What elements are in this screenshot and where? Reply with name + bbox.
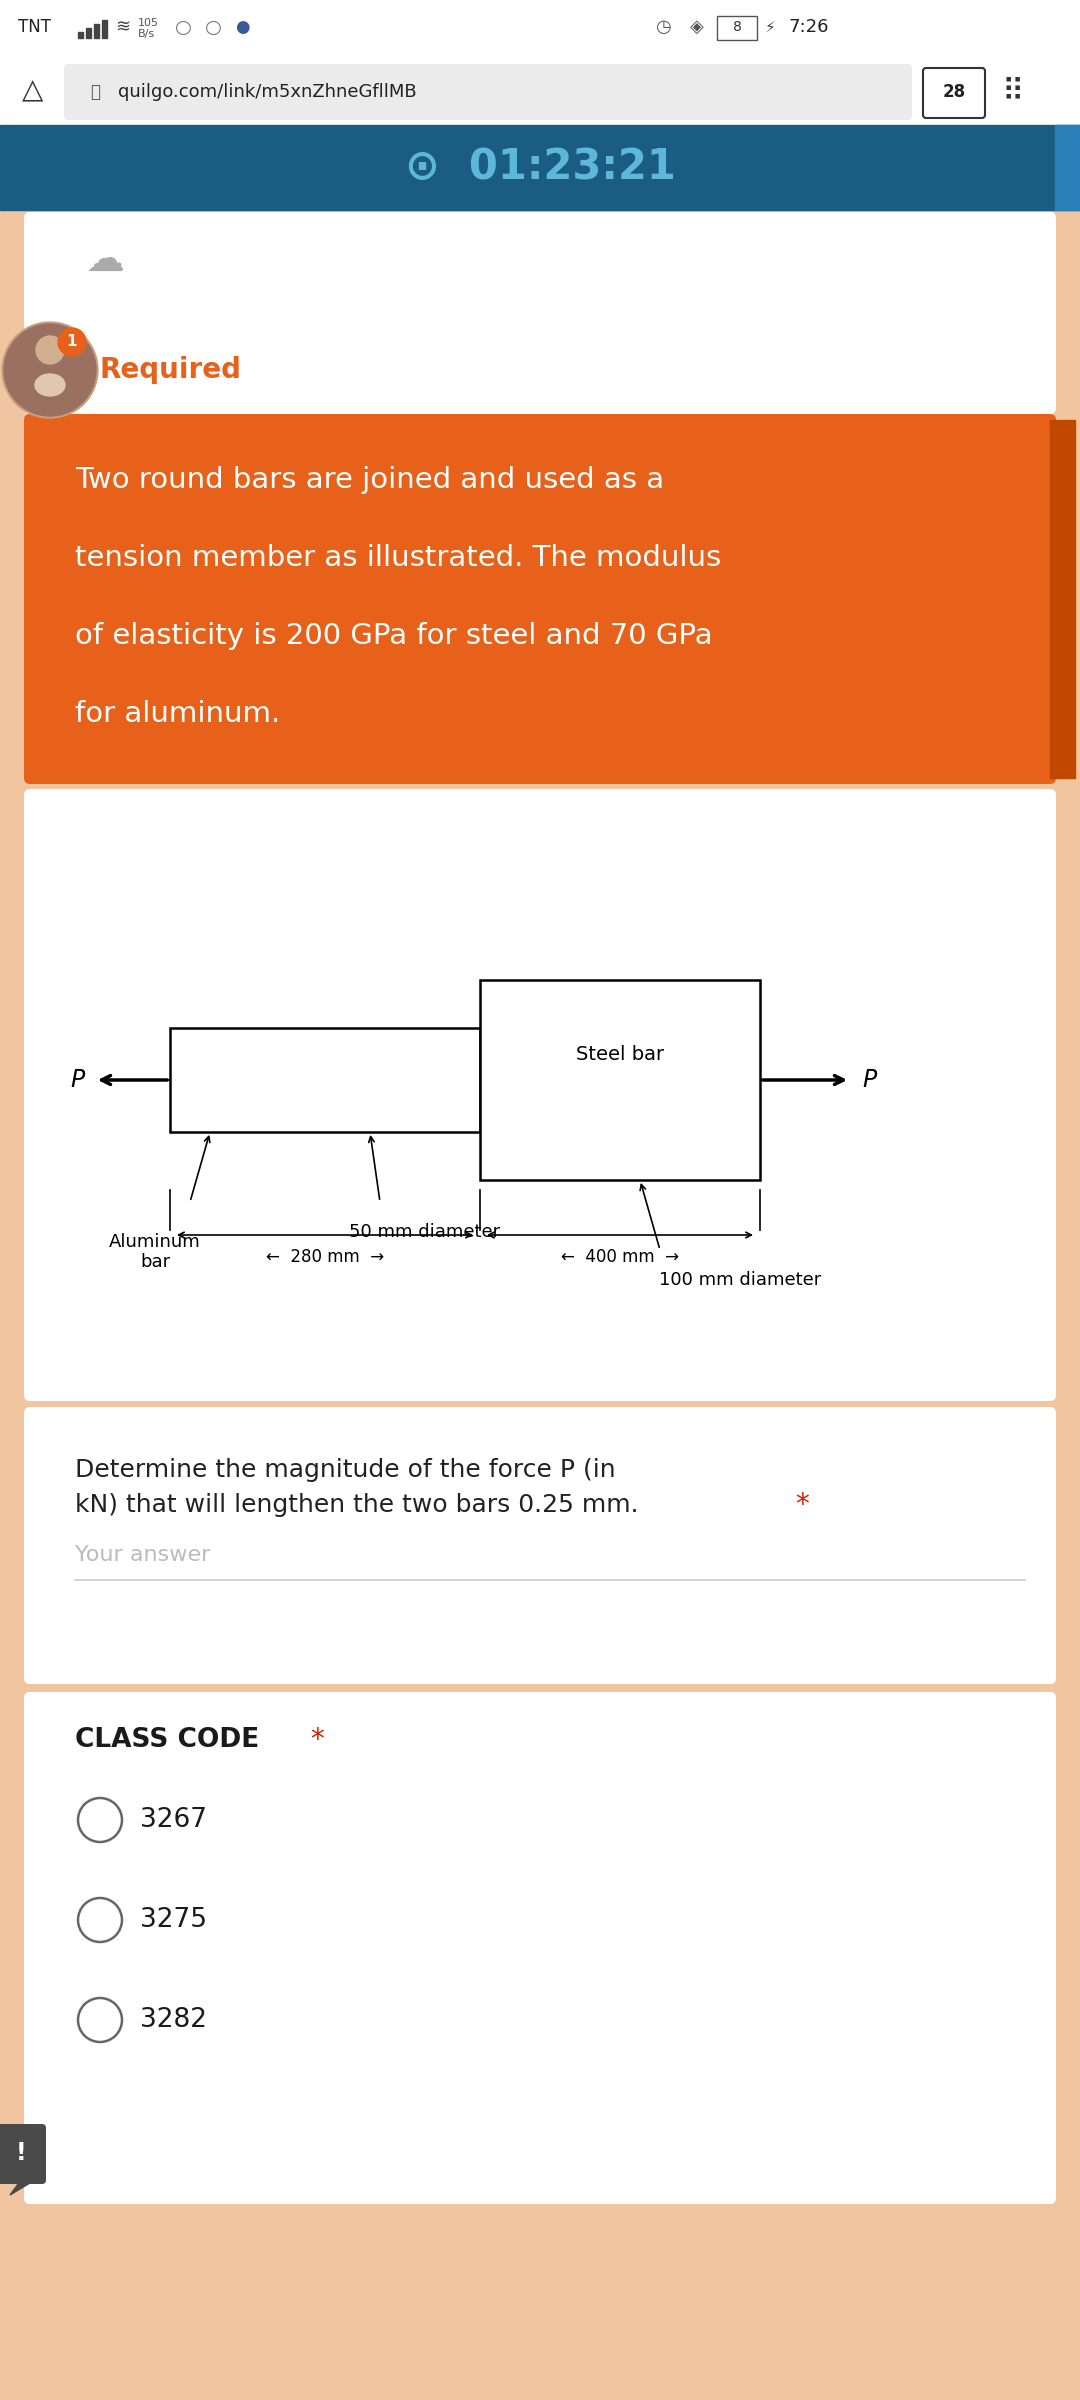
Circle shape <box>78 1898 122 1942</box>
FancyBboxPatch shape <box>24 790 1056 1402</box>
Text: 105: 105 <box>138 17 159 29</box>
Text: 3267: 3267 <box>140 1807 207 1834</box>
Bar <box>94 24 99 38</box>
Text: ⚡: ⚡ <box>765 19 775 34</box>
Bar <box>0 0 1080 55</box>
Circle shape <box>78 1997 122 2042</box>
Text: Aluminum: Aluminum <box>109 1234 201 1250</box>
Text: 50 mm diameter: 50 mm diameter <box>350 1224 500 1241</box>
Text: $P$: $P$ <box>862 1068 878 1092</box>
Text: B/s: B/s <box>138 29 156 38</box>
Text: kN) that will lengthen the two bars 0.25 mm.: kN) that will lengthen the two bars 0.25… <box>75 1493 654 1517</box>
Bar <box>1050 420 1075 778</box>
Text: !: ! <box>16 2141 26 2165</box>
Text: of elasticity is 200 GPa for steel and 70 GPa: of elasticity is 200 GPa for steel and 7… <box>75 622 713 650</box>
FancyBboxPatch shape <box>717 17 757 41</box>
Text: ◷: ◷ <box>654 17 671 36</box>
Polygon shape <box>10 2179 35 2196</box>
Bar <box>480 979 760 1181</box>
Text: Required: Required <box>100 355 242 384</box>
Text: ≋: ≋ <box>114 17 130 36</box>
Bar <box>0 55 1080 125</box>
FancyBboxPatch shape <box>24 1406 1056 1685</box>
Text: *: * <box>310 1726 324 1754</box>
Text: Two round bars are joined and used as a: Two round bars are joined and used as a <box>75 466 664 494</box>
Text: ◈: ◈ <box>690 17 704 36</box>
FancyBboxPatch shape <box>923 67 985 118</box>
Text: 1: 1 <box>67 334 78 350</box>
Text: ○: ○ <box>205 17 222 36</box>
Text: Your answer: Your answer <box>75 1546 211 1565</box>
Text: CLASS CODE: CLASS CODE <box>75 1728 259 1752</box>
Text: ○: ○ <box>175 17 192 36</box>
Circle shape <box>58 329 86 355</box>
Text: 🔒: 🔒 <box>90 84 100 101</box>
Text: TNT: TNT <box>18 17 51 36</box>
Circle shape <box>78 1798 122 1843</box>
Text: *: * <box>795 1490 809 1519</box>
FancyBboxPatch shape <box>0 2124 46 2184</box>
Bar <box>0 125 1080 209</box>
Bar <box>78 31 83 38</box>
Ellipse shape <box>35 374 65 396</box>
Bar <box>170 1027 480 1133</box>
Bar <box>102 19 107 38</box>
Text: 100 mm diameter: 100 mm diameter <box>659 1272 821 1289</box>
Circle shape <box>2 322 98 418</box>
Text: 7:26: 7:26 <box>788 17 828 36</box>
Text: Steel bar: Steel bar <box>576 1046 664 1066</box>
Text: ←  280 mm  →: ← 280 mm → <box>266 1248 384 1267</box>
Text: 3275: 3275 <box>140 1908 207 1932</box>
Text: tension member as illustrated. The modulus: tension member as illustrated. The modul… <box>75 545 721 571</box>
Text: ⊙  01:23:21: ⊙ 01:23:21 <box>405 146 675 187</box>
Text: for aluminum.: for aluminum. <box>75 701 280 727</box>
Bar <box>1055 125 1080 209</box>
Text: Determine the magnitude of the force P (in: Determine the magnitude of the force P (… <box>75 1457 616 1481</box>
FancyBboxPatch shape <box>24 1692 1056 2203</box>
Text: ⠿: ⠿ <box>1002 77 1024 106</box>
Bar <box>0 2201 1080 2400</box>
Text: quilgo.com/link/m5xnZhneGfllMB: quilgo.com/link/m5xnZhneGfllMB <box>118 84 417 101</box>
Circle shape <box>36 336 64 365</box>
FancyBboxPatch shape <box>64 65 912 120</box>
Text: 28: 28 <box>943 84 966 101</box>
FancyBboxPatch shape <box>24 211 1056 413</box>
FancyBboxPatch shape <box>24 413 1056 785</box>
Text: ●: ● <box>235 17 249 36</box>
Text: $P$: $P$ <box>70 1068 86 1092</box>
Text: ✓: ✓ <box>97 254 109 269</box>
Circle shape <box>4 324 96 415</box>
Text: 3282: 3282 <box>140 2006 207 2033</box>
Text: ☁: ☁ <box>85 240 124 278</box>
Bar <box>86 29 91 38</box>
Text: ←  400 mm  →: ← 400 mm → <box>561 1248 679 1267</box>
Text: bar: bar <box>140 1253 170 1272</box>
Text: 8: 8 <box>732 19 742 34</box>
Text: △: △ <box>22 77 43 103</box>
